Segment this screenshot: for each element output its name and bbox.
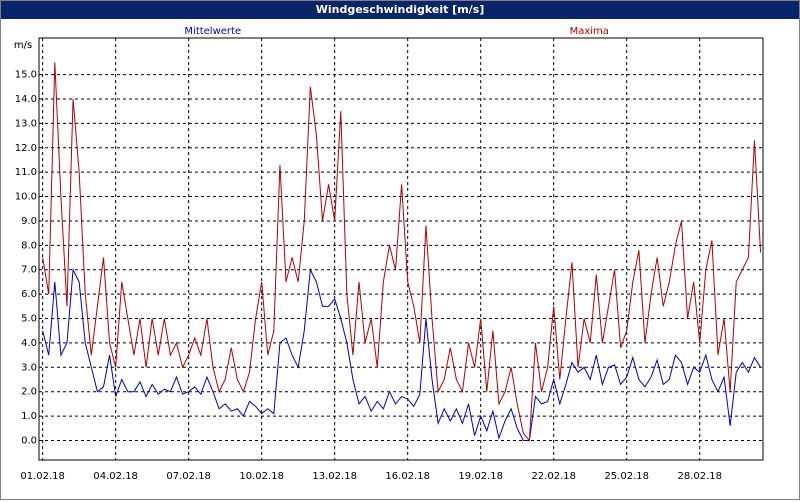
legend-entry: Maxima [570, 26, 609, 37]
legend-entry: Mittelwerte [184, 26, 241, 37]
y-tick-label: 7.0 [21, 265, 37, 276]
y-tick-label: 6.0 [21, 289, 37, 300]
x-tick-label: 07.02.18 [166, 471, 211, 482]
y-tick-label: 11.0 [15, 167, 37, 178]
y-tick-label: 13.0 [15, 118, 37, 129]
x-tick-label: 25.02.18 [604, 471, 649, 482]
y-axis-label: m/s [14, 40, 32, 51]
y-tick-label: 8.0 [21, 240, 37, 251]
chart: m/s 0.0 1.0 2.0 3.0 4.0 5.0 6.0 7.0 8.0 9.0 10.0 11… [14, 26, 764, 482]
y-tick-label: 15.0 [15, 70, 37, 81]
x-tick-label: 01.02.18 [20, 471, 65, 482]
y-tick-label: 5.0 [21, 314, 37, 325]
y-tick-label: 4.0 [21, 338, 37, 349]
y-tick-label: 0.0 [21, 435, 37, 446]
y-tick-label: 2.0 [21, 387, 37, 398]
x-tick-label: 28.02.18 [677, 471, 722, 482]
x-tick-label: 22.02.18 [531, 471, 576, 482]
y-tick-label: 1.0 [21, 411, 37, 422]
series-line [42, 267, 761, 441]
x-tick-label: 04.02.18 [93, 471, 138, 482]
y-tick-label: 3.0 [21, 362, 37, 373]
x-tick-label: 13.02.18 [312, 471, 357, 482]
chart-title: Windgeschwindigkeit [m/s] [1, 1, 799, 19]
y-tick-label: 9.0 [21, 216, 37, 227]
y-tick-label: 12.0 [15, 143, 37, 154]
y-tick-label: 14.0 [15, 94, 37, 105]
series-line [42, 62, 762, 442]
x-tick-label: 19.02.18 [458, 471, 503, 482]
x-tick-label: 16.02.18 [385, 471, 430, 482]
y-tick-label: 10.0 [15, 192, 37, 203]
x-tick-label: 10.02.18 [239, 471, 284, 482]
plot-area [38, 37, 764, 461]
